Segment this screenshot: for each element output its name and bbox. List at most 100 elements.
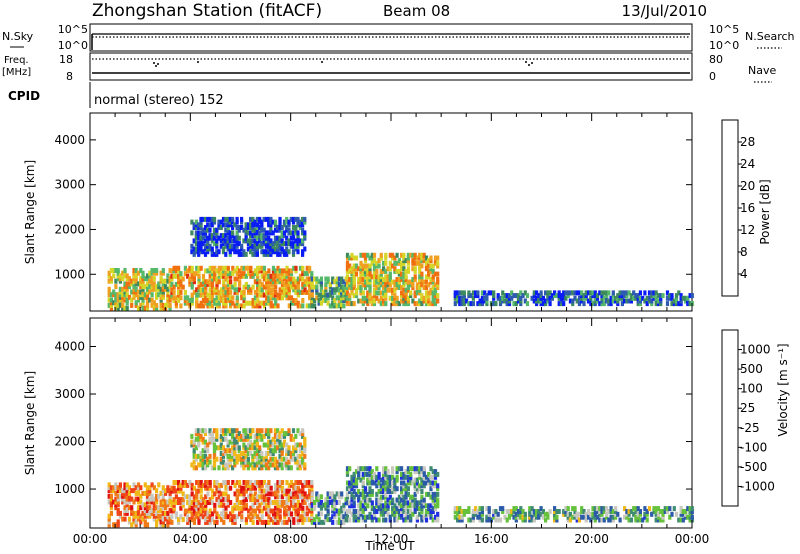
range-cell: [382, 466, 386, 472]
range-cell: [607, 509, 611, 514]
range-cell: [331, 497, 335, 503]
freq-tick-bottom: 8: [66, 70, 73, 83]
range-cell: [406, 285, 410, 290]
range-cell: [331, 276, 335, 282]
range-cell: [249, 497, 253, 503]
range-cell: [485, 514, 489, 520]
range-cell: [361, 263, 365, 269]
range-cell: [134, 270, 138, 276]
range-cell: [553, 506, 557, 512]
range-cell: [255, 249, 259, 255]
range-cell: [201, 273, 206, 279]
range-cell: [382, 471, 386, 477]
range-cell: [262, 433, 266, 439]
range-cell: [331, 514, 335, 520]
range-cell: [305, 511, 309, 517]
range-cell: [136, 281, 141, 287]
range-cell: [289, 284, 294, 290]
range-cell: [485, 517, 489, 523]
range-cell: [411, 503, 415, 509]
range-cell: [395, 486, 399, 492]
range-cell: [204, 485, 208, 491]
range-cell: [480, 511, 484, 517]
range-cell: [391, 295, 395, 301]
range-cell: [289, 451, 293, 456]
range-cell: [116, 305, 120, 311]
range-cell: [183, 494, 187, 500]
range-cell: [514, 301, 518, 307]
range-cell: [397, 285, 401, 290]
range-cell: [492, 293, 496, 299]
range-cell: [530, 295, 534, 301]
range-cell: [244, 480, 248, 485]
range-cell: [422, 483, 426, 489]
range-cell: [152, 268, 156, 273]
range-cell: [382, 293, 386, 299]
range-cell: [315, 295, 319, 301]
range-cell: [354, 491, 359, 497]
range-cell: [310, 287, 314, 293]
range-cell: [212, 219, 217, 225]
range-cell: [125, 499, 129, 505]
range-cell: [431, 277, 435, 282]
range-cell: [379, 497, 383, 503]
range-cell: [262, 462, 266, 468]
range-cell: [388, 282, 392, 288]
range-cell: [222, 279, 226, 285]
range-cell: [141, 284, 145, 290]
range-cell: [251, 300, 255, 306]
range-cell: [363, 514, 368, 520]
range-cell: [152, 496, 156, 502]
range-cell: [114, 305, 118, 311]
range-cell: [155, 519, 159, 525]
range-cell: [273, 235, 278, 241]
range-cell: [276, 279, 280, 285]
range-cell: [296, 442, 300, 448]
range-cell: [372, 290, 377, 296]
range-cell: [228, 238, 232, 244]
range-cell: [206, 235, 210, 241]
range-cell: [368, 471, 372, 477]
range-cell: [544, 517, 548, 523]
range-cell: [203, 445, 208, 451]
range-cell: [404, 287, 408, 293]
range-cell: [199, 235, 203, 241]
range-cell: [201, 500, 206, 505]
range-cell: [235, 502, 239, 508]
range-cell: [235, 243, 239, 249]
range-cell: [114, 502, 118, 508]
range-cell: [523, 514, 527, 520]
range-cell: [177, 279, 181, 285]
range-cell: [219, 500, 224, 505]
range-cell: [436, 282, 440, 288]
range-cell: [324, 287, 328, 293]
range-cell: [190, 514, 194, 520]
range-cell: [505, 293, 509, 299]
range-cell: [244, 222, 248, 228]
range-cell: [170, 295, 174, 301]
range-cell: [652, 509, 656, 514]
range-cell: [301, 265, 305, 271]
range-cell: [197, 246, 201, 252]
range-cell: [368, 287, 372, 293]
range-cell: [366, 480, 370, 486]
range-cell: [210, 431, 214, 437]
range-cell: [283, 505, 287, 511]
range-cell: [580, 295, 584, 301]
range-cell: [206, 243, 210, 249]
range-cell: [206, 514, 210, 520]
range-cell: [289, 456, 293, 462]
range-cell: [420, 301, 424, 307]
range-cell: [308, 482, 312, 488]
range-cell: [269, 251, 273, 257]
range-cell: [391, 255, 395, 261]
range-cell: [400, 290, 404, 296]
range-cell: [240, 433, 244, 439]
range-cell: [197, 268, 201, 274]
range-cell: [395, 474, 399, 480]
range-cell: [654, 509, 658, 514]
range-cell: [605, 514, 609, 520]
range-cell: [134, 485, 138, 491]
range-cell: [212, 251, 217, 257]
range-cell: [296, 519, 300, 525]
